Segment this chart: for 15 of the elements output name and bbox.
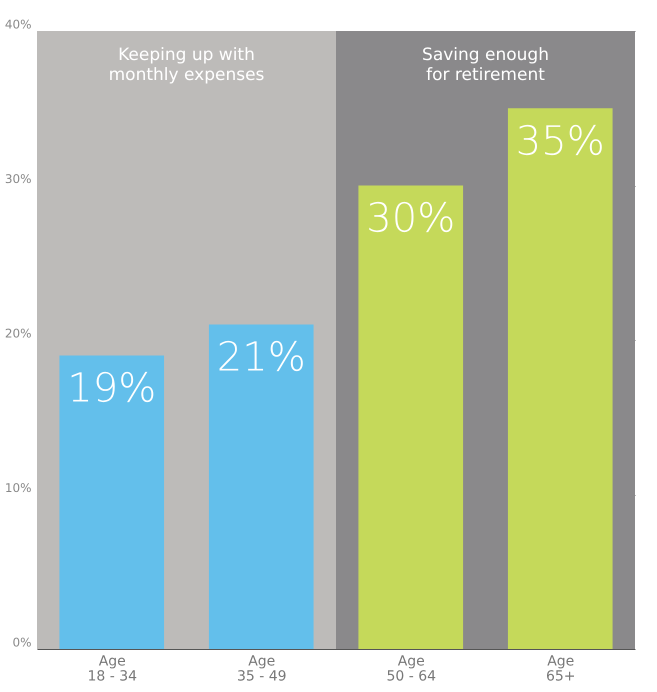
x-tick-label: Age 35 - 49	[236, 654, 287, 684]
data-label: 21%	[216, 334, 306, 381]
y-tick-label: 40%	[4, 18, 32, 32]
data-label: 19%	[67, 365, 156, 412]
x-tick-label: Age 18 - 34	[87, 654, 138, 684]
y-tick-label: 10%	[4, 481, 32, 495]
y-tick-label: 30%	[4, 172, 32, 186]
y-tick-label: 0%	[12, 636, 32, 650]
x-tick-label: Age 50 - 64	[386, 654, 436, 684]
y-tick-label: 20%	[4, 326, 32, 340]
band-label: Keeping up with monthly expenses	[108, 45, 265, 85]
data-label: 30%	[366, 196, 456, 242]
data-label: 35%	[516, 118, 605, 164]
x-tick-label: Age 65+	[546, 654, 576, 684]
band-label: Saving enough for retirement	[422, 45, 549, 85]
